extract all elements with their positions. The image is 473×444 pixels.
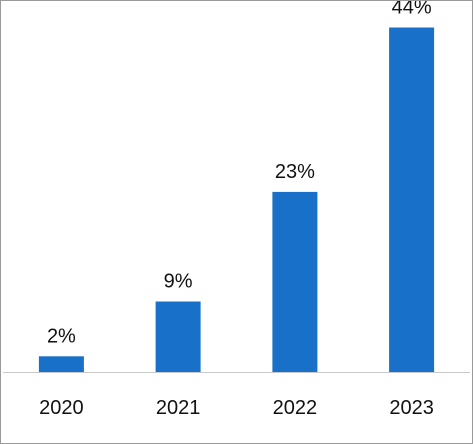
x-tick-label-2023: 2023 (389, 397, 434, 419)
x-tick-label-2022: 2022 (273, 397, 318, 419)
bar-2020 (38, 356, 84, 372)
bar-2022 (272, 191, 318, 372)
data-labels-group: 2% 9% 23% 44% (47, 1, 432, 347)
bars-group (38, 27, 435, 372)
data-label-2023: 44% (392, 1, 432, 19)
x-tick-labels-group: 2020 2021 2022 2023 (39, 397, 434, 419)
bar-2021 (155, 301, 201, 372)
data-label-2022: 23% (275, 161, 315, 183)
x-tick-label-2020: 2020 (39, 397, 84, 419)
data-label-2021: 9% (164, 271, 193, 293)
data-label-2020: 2% (47, 325, 76, 347)
bar-2023 (389, 27, 435, 372)
x-tick-label-2021: 2021 (156, 397, 201, 419)
